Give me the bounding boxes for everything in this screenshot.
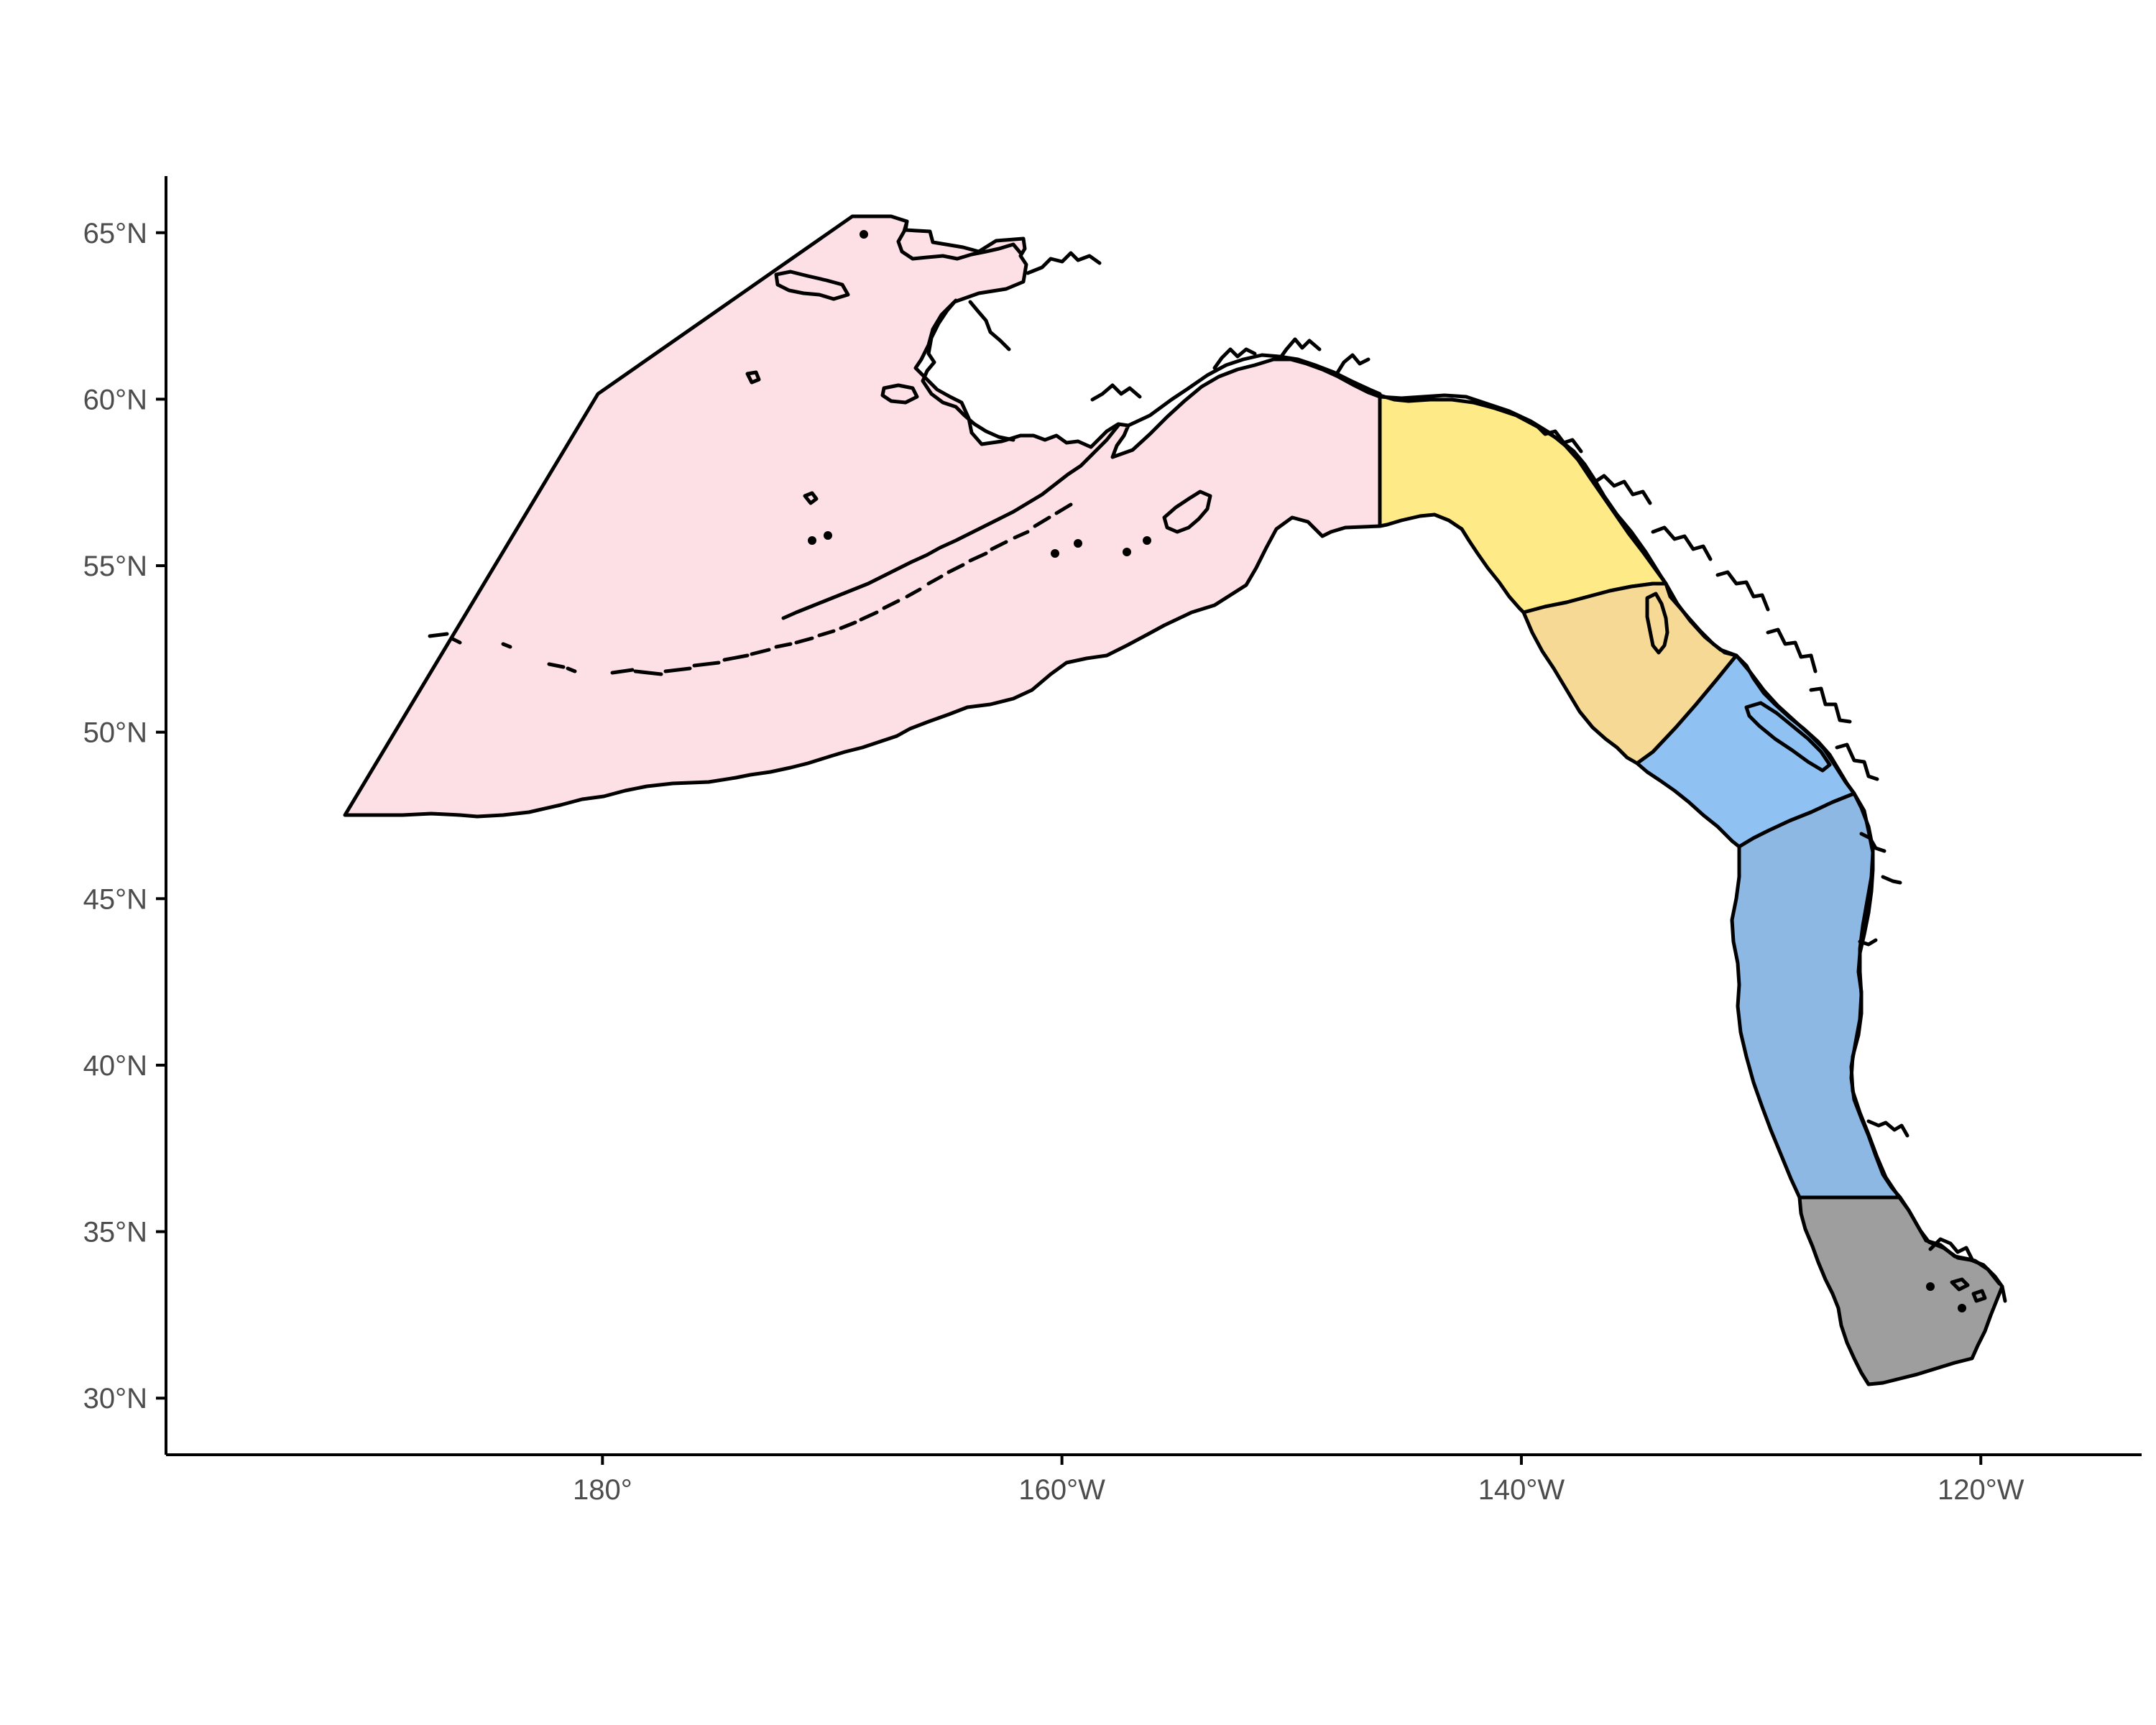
aleutian-island (547, 662, 566, 669)
y-tick-label: 45°N (83, 883, 147, 915)
small-island (808, 536, 816, 545)
coastline-segment (781, 423, 1120, 620)
aleutian-island (968, 551, 988, 563)
aleutian-island (859, 610, 879, 622)
aleutian-island (839, 620, 857, 630)
coastline-detail (1928, 1237, 1974, 1261)
coastline-detail (1859, 832, 1886, 853)
y-tick-label: 30°N (83, 1383, 147, 1414)
aleutian-island (692, 661, 721, 668)
coastline-segment (2000, 1284, 2007, 1303)
aleutian-island (882, 599, 900, 610)
coastline-detail (1766, 627, 1818, 673)
small-island (860, 230, 868, 239)
aleutian-island (926, 574, 944, 586)
aleutian-island (566, 666, 577, 673)
aleutian-island (750, 648, 771, 656)
axes: 30°N 35°N 40°N 45°N 50°N 55°N 60°N 65°N 180° 160°… (83, 176, 2142, 1506)
aleutian-island (449, 636, 462, 645)
islands-layer (428, 230, 1987, 1312)
aleutian-island (501, 642, 512, 649)
island-outline (880, 383, 919, 405)
island-outline (1645, 592, 1669, 655)
x-tick-label: 120°W (1938, 1474, 2024, 1506)
small-island (824, 531, 832, 540)
y-tick-label: 35°N (83, 1217, 147, 1248)
aleutian-island (610, 668, 635, 675)
small-island (1926, 1282, 1935, 1291)
coastline-segment (1126, 353, 1382, 428)
coastline-segment (1664, 581, 1856, 796)
aleutian-island (905, 587, 922, 599)
aleutian-island (794, 636, 814, 645)
coastline-detail (1858, 938, 1878, 947)
coastline-detail (1212, 347, 1257, 370)
coastline-segment (921, 298, 1015, 442)
aleutian-island (774, 642, 793, 649)
coastline-detail (1809, 686, 1852, 724)
coastline-detail (1651, 525, 1713, 561)
coastline-detail (1593, 474, 1652, 505)
aleutian-island (990, 540, 1008, 551)
island-outline (745, 370, 761, 385)
coastline-segment (896, 219, 1023, 261)
island-outline (1744, 701, 1832, 773)
coastline-detail (1335, 353, 1370, 376)
small-island (1051, 549, 1059, 558)
small-island (1123, 548, 1131, 556)
y-tick-label: 50°N (83, 717, 147, 749)
y-tick-label: 65°N (83, 218, 147, 249)
coastline-detail (1715, 570, 1770, 612)
region-alaska (343, 214, 1382, 819)
coastline-detail (1277, 337, 1322, 362)
small-island (1074, 539, 1082, 548)
x-tick-label: 140°W (1478, 1474, 1565, 1506)
y-tick-label: 60°N (83, 384, 147, 415)
aleutian-island (663, 666, 692, 673)
aleutian-island (1054, 502, 1073, 515)
coastline-layer (781, 219, 2007, 1303)
island-outline (803, 491, 819, 505)
x-tick-label: 180° (573, 1474, 632, 1506)
small-island (1958, 1304, 1966, 1312)
aleutian-island (1013, 530, 1030, 540)
coastline-detail (1536, 425, 1583, 454)
coastline-detail (1835, 742, 1879, 781)
coastline-detail (1881, 875, 1902, 885)
aleutian-island (817, 629, 836, 638)
aleutian-island (1033, 515, 1051, 528)
aleutian-island (722, 653, 750, 662)
coastline-segment (1378, 393, 1668, 586)
coastline-detail (968, 300, 1011, 351)
coastline-segment (1849, 791, 2001, 1286)
y-tick-label: 55°N (83, 551, 147, 582)
small-island (1143, 536, 1151, 545)
island-outline (1162, 489, 1212, 534)
x-tick-label: 160°W (1018, 1474, 1105, 1506)
y-tick-label: 40°N (83, 1050, 147, 1082)
coastline-detail (1026, 251, 1102, 275)
coastline-detail (1090, 383, 1142, 402)
island-outline (1950, 1277, 1970, 1292)
aleutian-island (428, 632, 449, 638)
island-outline (1971, 1289, 1987, 1303)
aleutian-island (946, 563, 965, 574)
coastline-detail (1866, 1119, 1909, 1138)
aleutian-island (633, 669, 663, 676)
island-outline (774, 270, 850, 301)
